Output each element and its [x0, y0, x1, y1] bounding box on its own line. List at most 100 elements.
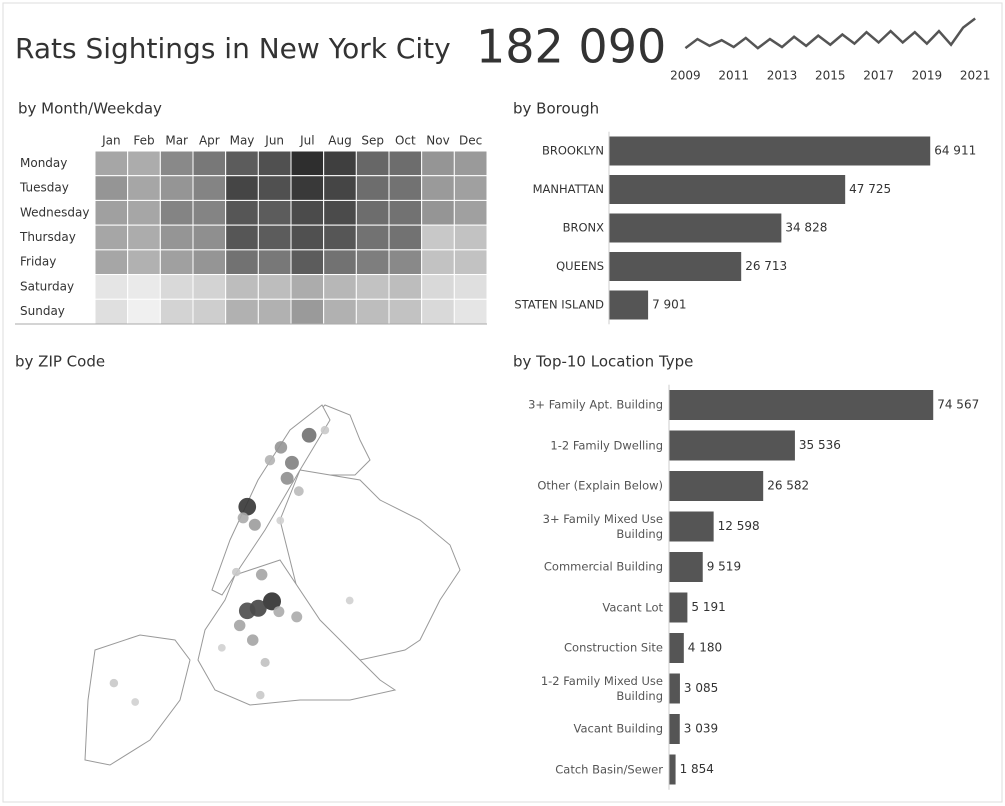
heat-cell	[421, 249, 455, 276]
heat-cell	[192, 199, 227, 226]
zip-bubble	[131, 698, 140, 706]
category-label: Vacant Building	[573, 721, 664, 736]
heat-cell	[159, 150, 194, 177]
zip-bubble	[233, 619, 246, 632]
column-label: Dec	[459, 134, 482, 148]
heat-cell	[290, 175, 325, 201]
heat-cell	[192, 175, 227, 201]
zip-bubble	[291, 611, 303, 623]
heat-cell	[355, 224, 390, 251]
zip-bubble	[263, 592, 281, 611]
zip-bubble	[248, 518, 261, 531]
row-label: Thursday	[19, 230, 76, 244]
heat-cell	[159, 274, 194, 300]
heat-cell	[323, 249, 357, 276]
heat-cell	[257, 298, 292, 325]
heat-cell	[388, 274, 423, 300]
heat-cell	[257, 249, 292, 276]
heat-cell	[323, 274, 357, 300]
zip-bubble	[217, 643, 226, 652]
value-label: 26 582	[767, 479, 809, 493]
zip-bubble	[109, 678, 119, 688]
category-label: QUEENS	[556, 259, 604, 273]
heat-cell	[421, 175, 455, 201]
heat-cell	[225, 199, 259, 226]
column-label: Feb	[133, 134, 154, 148]
row-label: Sunday	[20, 304, 65, 318]
zip-bubble	[280, 471, 294, 485]
row-label: Tuesday	[19, 181, 69, 195]
heat-cell	[290, 274, 325, 300]
category-label: Vacant Lot	[602, 600, 663, 614]
heat-cell	[257, 274, 292, 300]
zip-bubble	[238, 497, 257, 516]
heat-cell	[127, 274, 161, 300]
column-label: Mar	[165, 134, 188, 148]
heat-cell	[127, 199, 161, 226]
category-label: Commercial Building	[543, 559, 663, 574]
heat-cell	[159, 224, 194, 251]
row-label: Wednesday	[20, 205, 89, 219]
x-tick-label: 2021	[960, 69, 991, 83]
heat-cell	[192, 150, 227, 177]
zip-bubble	[255, 568, 268, 581]
zip-bubble	[264, 455, 276, 466]
heat-cell	[453, 249, 488, 276]
heat-cell	[290, 249, 325, 276]
heat-cell	[421, 224, 455, 251]
heat-cell	[323, 199, 357, 226]
value-label: 1 854	[680, 762, 714, 776]
value-label: 26 713	[745, 259, 787, 273]
category-label: STATEN ISLAND	[514, 298, 604, 312]
heat-cell	[257, 175, 292, 201]
heat-cell	[257, 150, 292, 177]
bar	[609, 290, 649, 320]
value-label: 3 039	[684, 722, 718, 736]
column-label: Apr	[199, 134, 220, 148]
heat-cell	[421, 298, 455, 325]
bar	[669, 511, 714, 542]
x-tick-label: 2015	[815, 69, 846, 83]
bar	[669, 471, 764, 501]
brooklyn	[197, 559, 397, 706]
zip-bubble	[320, 425, 330, 435]
column-label: Oct	[395, 134, 416, 148]
heat-cell	[225, 249, 259, 276]
value-label: 74 567	[937, 398, 979, 412]
heat-cell	[225, 274, 259, 300]
value-label: 5 191	[691, 600, 725, 614]
zip-bubble	[256, 690, 265, 700]
heat-cell	[388, 175, 423, 201]
heat-cell	[94, 224, 129, 251]
heat-cell	[290, 199, 325, 226]
category-label: Construction Site	[564, 640, 663, 655]
sparkline	[684, 17, 976, 50]
zip-bubble	[232, 567, 241, 577]
value-label: 9 519	[707, 560, 741, 574]
value-label: 34 828	[785, 221, 827, 235]
heat-cell	[421, 199, 455, 226]
queens	[279, 469, 461, 661]
heat-cell	[323, 224, 357, 251]
heat-cell	[257, 224, 292, 251]
heat-cell	[94, 150, 129, 177]
heat-cell	[388, 199, 423, 226]
category-label: BROOKLYN	[542, 144, 604, 158]
category-label: 3+ Family Apt. Building	[528, 397, 663, 412]
heat-cell	[290, 150, 325, 177]
heat-cell	[388, 224, 423, 251]
heat-cell	[225, 175, 259, 201]
heat-cell	[388, 150, 423, 177]
heat-cell	[94, 199, 129, 226]
column-label: Jun	[264, 134, 284, 148]
column-label: Aug	[328, 134, 351, 148]
heat-cell	[94, 298, 129, 325]
row-label: Monday	[20, 156, 67, 170]
column-label: Jan	[101, 134, 121, 148]
zip-bubble	[301, 427, 317, 443]
heat-cell	[355, 175, 390, 201]
zip-bubble	[274, 441, 288, 454]
zip-bubble	[293, 486, 304, 497]
